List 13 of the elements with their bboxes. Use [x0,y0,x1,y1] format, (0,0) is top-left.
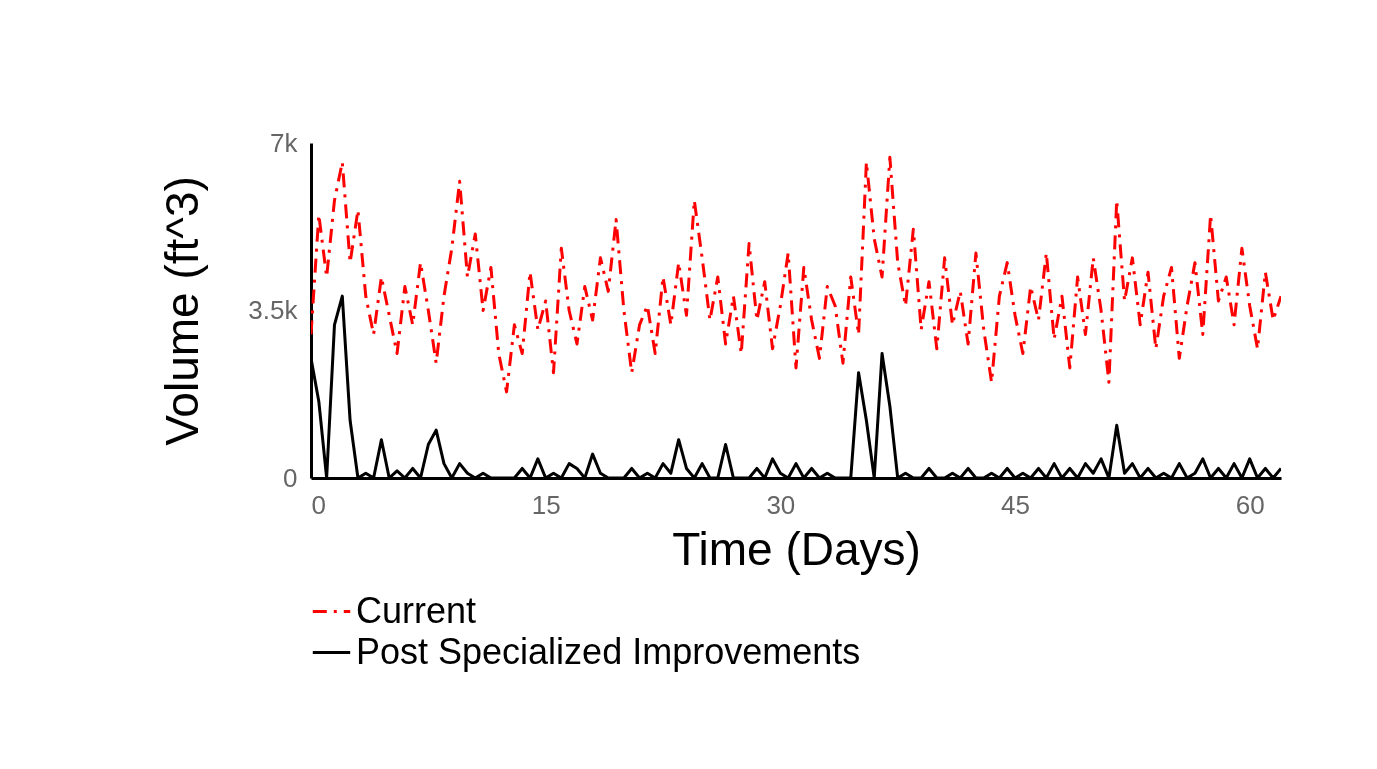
x-axis-title: Time (Days) [672,522,921,575]
x-tick-label: 60 [1235,489,1265,520]
legend-label: Current [356,589,477,631]
y-tick-label: 0 [283,462,298,493]
y-tick-label: 3.5k [248,295,299,325]
line-series [311,155,1281,394]
x-tick-label: 45 [1001,489,1030,520]
legend-label: Post Specialized Improvements [356,630,861,672]
y-tick-label: 7k [270,127,299,158]
x-tick-label: 0 [311,489,326,520]
y-axis-title: Volume (ft^3) [156,176,209,446]
x-tick-label: 15 [531,489,561,520]
x-tick-label: 30 [766,489,796,520]
